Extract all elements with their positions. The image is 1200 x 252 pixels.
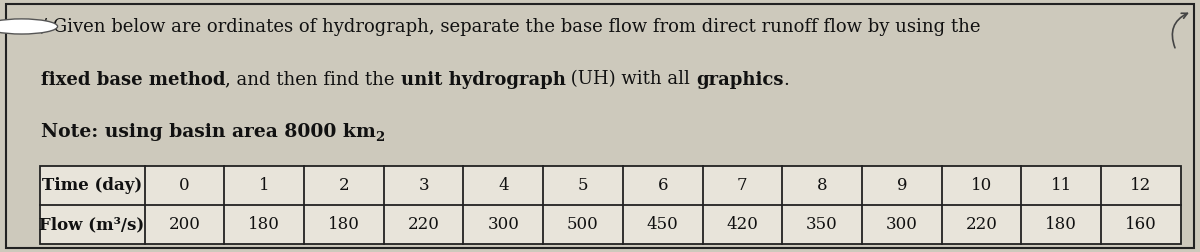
Text: 10: 10 (971, 177, 992, 194)
Text: .: . (784, 71, 790, 88)
Text: Note: using basin area 8000 km: Note: using basin area 8000 km (41, 123, 376, 141)
Text: 3: 3 (419, 177, 428, 194)
Text: / Given below are ordinates of hydrograph, separate the base flow from direct ru: / Given below are ordinates of hydrograp… (41, 18, 980, 36)
Text: 200: 200 (168, 216, 200, 233)
Text: 8: 8 (817, 177, 828, 194)
Text: 180: 180 (328, 216, 360, 233)
Text: 2: 2 (338, 177, 349, 194)
Text: , and then find the: , and then find the (226, 71, 401, 88)
Circle shape (0, 19, 58, 34)
Text: (UH) with all: (UH) with all (565, 71, 696, 88)
Text: 12: 12 (1130, 177, 1152, 194)
Text: 350: 350 (806, 216, 838, 233)
Text: 220: 220 (408, 216, 439, 233)
Text: 7: 7 (737, 177, 748, 194)
Text: graphics: graphics (696, 71, 784, 88)
Text: 300: 300 (487, 216, 520, 233)
Text: 2: 2 (376, 131, 385, 144)
Text: fixed base method: fixed base method (41, 71, 226, 88)
Text: 1: 1 (259, 177, 270, 194)
Text: Flow (m³/s): Flow (m³/s) (40, 216, 145, 233)
Text: 180: 180 (248, 216, 280, 233)
Text: 9: 9 (896, 177, 907, 194)
Bar (40, 166, 1181, 244)
Text: 6: 6 (658, 177, 668, 194)
Text: 180: 180 (1045, 216, 1078, 233)
Text: 11: 11 (1051, 177, 1072, 194)
Text: 450: 450 (647, 216, 678, 233)
Text: 0: 0 (179, 177, 190, 194)
Text: 4: 4 (498, 177, 509, 194)
Text: 300: 300 (886, 216, 918, 233)
Bar (40, 166, 1181, 244)
Text: 160: 160 (1126, 216, 1157, 233)
Text: 5: 5 (577, 177, 588, 194)
Text: unit hydrograph: unit hydrograph (401, 71, 565, 88)
Text: 500: 500 (568, 216, 599, 233)
Text: 220: 220 (966, 216, 997, 233)
Text: 420: 420 (726, 216, 758, 233)
Text: Time (day): Time (day) (42, 177, 143, 194)
